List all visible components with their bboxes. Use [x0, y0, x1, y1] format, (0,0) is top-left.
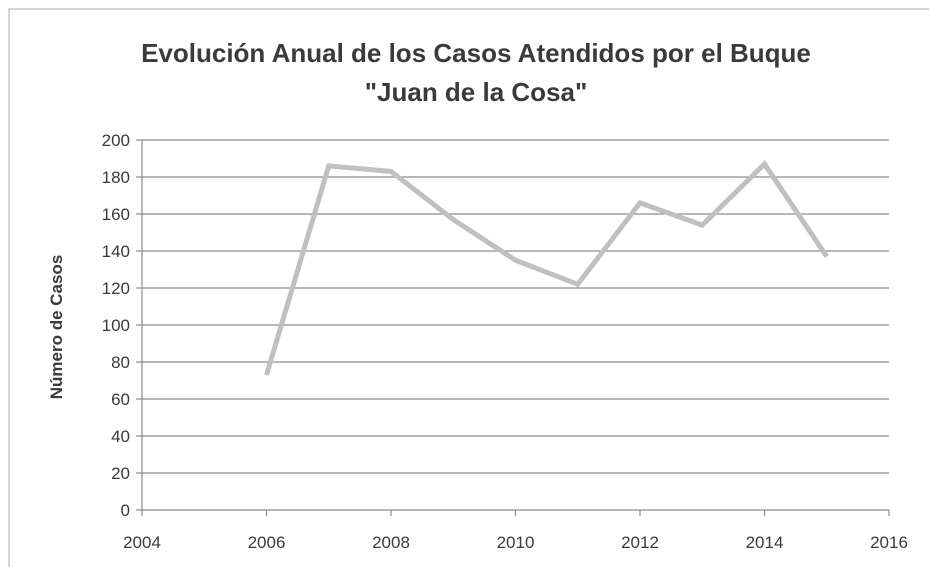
y-tick-label-120: 120: [102, 279, 130, 298]
x-tick-label-2014: 2014: [746, 533, 784, 552]
y-tick-labels: 0 20 40 60 80 100 120 140 160 180 200: [102, 131, 130, 520]
y-tick-label-160: 160: [102, 205, 130, 224]
chart-title-line-2: "Juan de la Cosa": [365, 77, 588, 107]
x-tick-label-2016: 2016: [870, 533, 908, 552]
axes: [136, 139, 890, 516]
x-tick-labels: 2004 2006 2008 2010 2012 2014 2016: [123, 533, 908, 552]
y-tick-label-80: 80: [111, 353, 130, 372]
x-tick-label-2010: 2010: [497, 533, 535, 552]
y-axis-label: Número de Casos: [47, 255, 66, 400]
x-tick-label-2006: 2006: [248, 533, 286, 552]
y-tick-label-20: 20: [111, 464, 130, 483]
series-line-0: [264, 160, 829, 376]
y-tick-label-180: 180: [102, 168, 130, 187]
y-tick-label-40: 40: [111, 427, 130, 446]
x-tick-label-2004: 2004: [123, 533, 161, 552]
x-tick-label-2008: 2008: [372, 533, 410, 552]
y-tick-label-60: 60: [111, 390, 130, 409]
x-tick-label-2012: 2012: [621, 533, 659, 552]
y-tick-label-0: 0: [121, 501, 130, 520]
y-tick-label-200: 200: [102, 131, 130, 150]
y-tick-label-140: 140: [102, 242, 130, 261]
y-tick-label-100: 100: [102, 316, 130, 335]
gridlines: [142, 139, 889, 474]
chart-title-line-1: Evolución Anual de los Casos Atendidos p…: [141, 38, 811, 68]
series-group: [264, 160, 829, 376]
